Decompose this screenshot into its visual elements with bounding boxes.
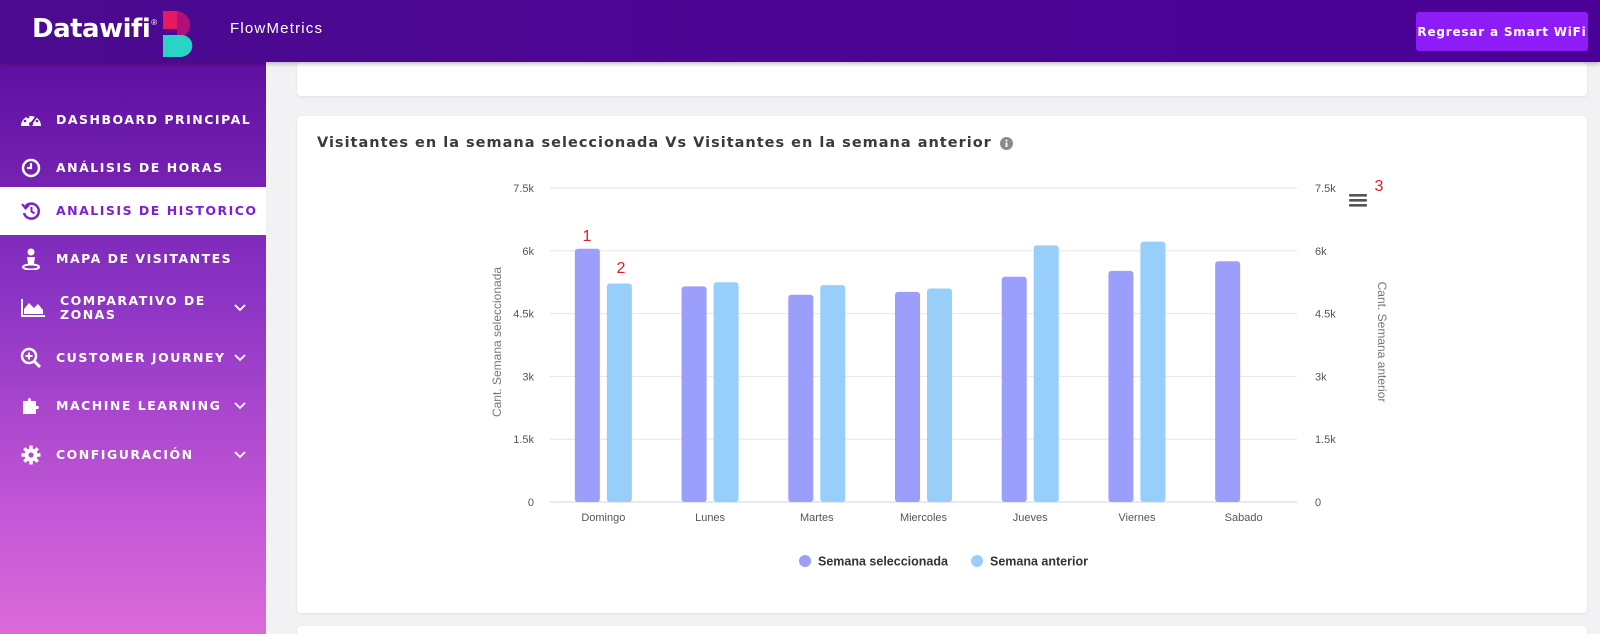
chart-bars xyxy=(574,241,1241,502)
bar-semana-anterior[interactable] xyxy=(820,285,846,502)
chart-grid xyxy=(550,187,1297,503)
bar-semana-seleccionada[interactable] xyxy=(574,248,600,502)
bar-semana-anterior[interactable] xyxy=(1140,241,1166,502)
bar-semana-anterior[interactable] xyxy=(927,288,952,502)
sidebar-item-label: MACHINE LEARNING xyxy=(56,398,222,413)
sidebar: DASHBOARD PRINCIPAL ANÁLISIS DE HORAS AN… xyxy=(0,62,266,634)
sidebar-item-dashboard[interactable]: DASHBOARD PRINCIPAL xyxy=(0,96,266,144)
sidebar-item-customer-journey[interactable]: CUSTOMER JOURNEY xyxy=(0,334,266,382)
legend-marker xyxy=(799,555,811,567)
y-tick-label-left: 0 xyxy=(528,497,534,509)
y-tick-label-left: 1.5k xyxy=(513,434,534,446)
y-axis-label-left: Cant. Semana seleccionada xyxy=(490,267,504,417)
annotation-1: 1 xyxy=(583,228,592,245)
chart-title: Visitantes en la semana seleccionada Vs … xyxy=(317,135,1013,151)
sidebar-item-label: CONFIGURACIÓN xyxy=(56,447,194,462)
bar-semana-seleccionada[interactable] xyxy=(1001,276,1027,502)
annotation-3: 3 xyxy=(1375,178,1384,195)
datawifi-logo[interactable]: Datawifi ® xyxy=(32,6,199,57)
info-icon[interactable] xyxy=(999,136,1013,150)
sidebar-item-machine-learning[interactable]: MACHINE LEARNING xyxy=(0,382,266,430)
chart-menu-icon[interactable] xyxy=(1349,194,1367,207)
legend-label: Semana anterior xyxy=(990,555,1088,569)
person-pin-icon xyxy=(20,248,42,270)
bar-semana-anterior[interactable] xyxy=(1033,245,1059,502)
logo-mark-icon xyxy=(163,11,193,57)
bar-semana-seleccionada[interactable] xyxy=(1215,261,1241,502)
legend-label: Semana seleccionada xyxy=(818,555,949,569)
x-tick-label: Martes xyxy=(800,512,834,524)
gear-icon xyxy=(20,444,42,466)
previous-card xyxy=(297,62,1587,96)
chevron-down-icon xyxy=(234,451,246,459)
area-chart-icon xyxy=(20,297,46,319)
chart-legend: Semana seleccionada Semana anterior xyxy=(799,555,1088,569)
x-tick-label: Lunes xyxy=(695,512,725,524)
chevron-down-icon xyxy=(234,354,246,362)
y-tick-label-right: 3k xyxy=(1315,371,1327,383)
sidebar-item-label: COMPARATIVO DE ZONAS xyxy=(60,293,206,322)
bar-semana-anterior[interactable] xyxy=(713,282,739,502)
sidebar-item-historico[interactable]: ANALISIS DE HISTORICO xyxy=(0,187,266,235)
y-tick-label-right: 1.5k xyxy=(1315,434,1336,446)
chevron-down-icon xyxy=(234,304,246,312)
gauge-icon xyxy=(20,109,42,131)
legend-marker xyxy=(971,555,983,567)
y-tick-label-right: 6k xyxy=(1315,246,1327,258)
sidebar-item-configuracion[interactable]: CONFIGURACIÓN xyxy=(0,431,266,479)
history-icon xyxy=(20,200,42,222)
sidebar-item-horas[interactable]: ANÁLISIS DE HORAS xyxy=(0,144,266,192)
sidebar-item-mapa[interactable]: MAPA DE VISITANTES xyxy=(0,235,266,283)
top-header: Datawifi ® FlowMetrics Regresar a Smart … xyxy=(0,0,1600,62)
search-plus-icon xyxy=(20,347,42,369)
bar-semana-seleccionada[interactable] xyxy=(1108,270,1134,502)
legend-item-previous[interactable]: Semana anterior xyxy=(971,555,1088,569)
product-name: FlowMetrics xyxy=(230,20,324,37)
sidebar-item-label: ANALISIS DE HISTORICO xyxy=(56,203,258,218)
next-card xyxy=(297,626,1587,634)
y-tick-label-left: 3k xyxy=(522,371,534,383)
chevron-down-icon xyxy=(234,402,246,410)
bar-semana-seleccionada[interactable] xyxy=(895,291,920,502)
y-tick-label-right: 0 xyxy=(1315,497,1321,509)
y-tick-label-right: 7.5k xyxy=(1315,183,1336,195)
sidebar-item-comparativo[interactable]: COMPARATIVO DE ZONAS xyxy=(0,284,266,332)
chart-card: Visitantes en la semana seleccionada Vs … xyxy=(297,116,1587,613)
back-to-smart-wifi-button[interactable]: Regresar a Smart WiFi xyxy=(1416,12,1588,51)
x-tick-label: Miercoles xyxy=(900,512,948,524)
puzzle-icon xyxy=(20,395,42,417)
logo-text: Datawifi xyxy=(32,14,151,44)
chart-title-text: Visitantes en la semana seleccionada Vs … xyxy=(317,135,992,151)
legend-item-selected[interactable]: Semana seleccionada xyxy=(799,555,949,569)
chart-labels: 0 0 1.5k 1.5k 3k 3k 4.5k 4.5k 6k 6k 7.5k 7.5k Doming… xyxy=(513,183,1336,524)
logo-registered-mark: ® xyxy=(151,18,158,27)
bar-semana-seleccionada[interactable] xyxy=(788,294,814,502)
x-tick-label: Sabado xyxy=(1225,512,1263,524)
sidebar-item-label: ANÁLISIS DE HORAS xyxy=(56,160,224,175)
x-tick-label: Domingo xyxy=(581,512,625,524)
y-tick-label-left: 6k xyxy=(522,246,534,258)
bar-chart: 0 0 1.5k 1.5k 3k 3k 4.5k 4.5k 6k 6k 7.5k 7.5k Doming… xyxy=(490,178,1389,569)
sidebar-item-label: DASHBOARD PRINCIPAL xyxy=(56,112,252,127)
y-tick-label-left: 7.5k xyxy=(513,183,534,195)
sidebar-item-label: MAPA DE VISITANTES xyxy=(56,251,233,266)
x-tick-label: Viernes xyxy=(1118,512,1156,524)
y-tick-label-right: 4.5k xyxy=(1315,309,1336,321)
annotation-2: 2 xyxy=(617,260,626,277)
clock-icon xyxy=(20,157,42,179)
x-tick-label: Jueves xyxy=(1013,512,1048,524)
y-tick-label-left: 4.5k xyxy=(513,309,534,321)
sidebar-item-label: CUSTOMER JOURNEY xyxy=(56,350,226,365)
bar-semana-seleccionada[interactable] xyxy=(681,286,707,502)
y-axis-label-right: Cant. Semana anterior xyxy=(1375,282,1389,403)
bar-semana-anterior[interactable] xyxy=(606,283,632,502)
